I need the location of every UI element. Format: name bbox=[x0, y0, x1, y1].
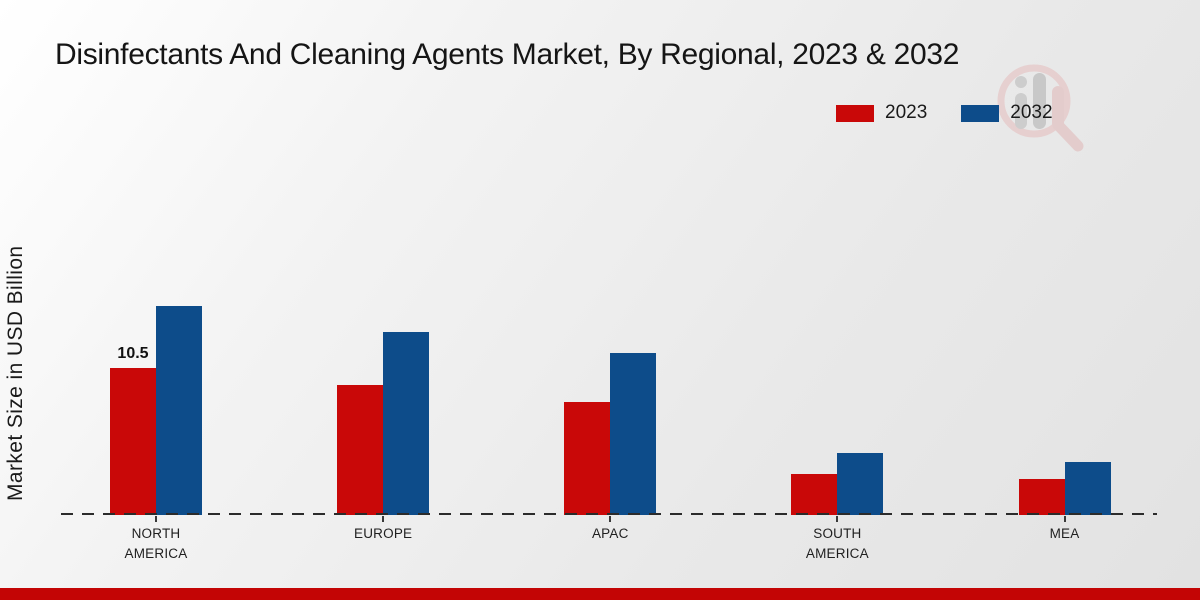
x-axis-tick-europe bbox=[382, 516, 385, 522]
bar-2032-apac bbox=[610, 353, 657, 515]
bar-2023-north-america bbox=[110, 368, 156, 515]
bar-2023-apac bbox=[564, 402, 611, 515]
x-axis-tick-north-america bbox=[155, 516, 157, 522]
legend-label-2023: 2023 bbox=[885, 102, 928, 123]
bar-2032-south-america bbox=[837, 453, 884, 515]
legend: 2023 2032 bbox=[836, 102, 1053, 124]
x-axis-tick-south-america bbox=[836, 516, 839, 522]
legend-item-2032: 2032 bbox=[961, 102, 1053, 124]
x-axis-baseline bbox=[61, 513, 1157, 515]
magnifier-bar-chart-logo-watermark bbox=[997, 64, 1084, 152]
x-axis-category-label-apac: APAC bbox=[591, 526, 629, 541]
bar-2023-europe bbox=[337, 385, 384, 515]
x-axis-tick-apac bbox=[609, 516, 612, 522]
bar-2023-south-america bbox=[791, 474, 838, 515]
legend-swatch-2032 bbox=[961, 104, 1000, 122]
bar-2032-mea bbox=[1064, 462, 1111, 515]
x-axis-category-label-europe: EUROPE bbox=[354, 526, 413, 541]
bar-2032-north-america bbox=[156, 306, 202, 515]
footer-accent-bar bbox=[0, 588, 1200, 600]
legend-label-2032: 2032 bbox=[1010, 102, 1053, 123]
x-axis-category-label-north-america: NORTH AMERICA bbox=[124, 526, 188, 562]
bar-2032-europe bbox=[383, 332, 430, 515]
legend-swatch-2023 bbox=[836, 104, 874, 122]
x-axis-category-label-mea: MEA bbox=[1049, 526, 1080, 541]
legend-item-2023: 2023 bbox=[836, 102, 927, 124]
x-axis-category-label-south-america: SOUTH AMERICA bbox=[805, 526, 869, 562]
data-label-2023-north-america: 10.5 bbox=[117, 345, 149, 362]
x-axis-tick-mea bbox=[1063, 516, 1066, 522]
chart-title: Disinfectants And Cleaning Agents Market… bbox=[55, 38, 960, 71]
bar-2023-mea bbox=[1018, 479, 1065, 515]
